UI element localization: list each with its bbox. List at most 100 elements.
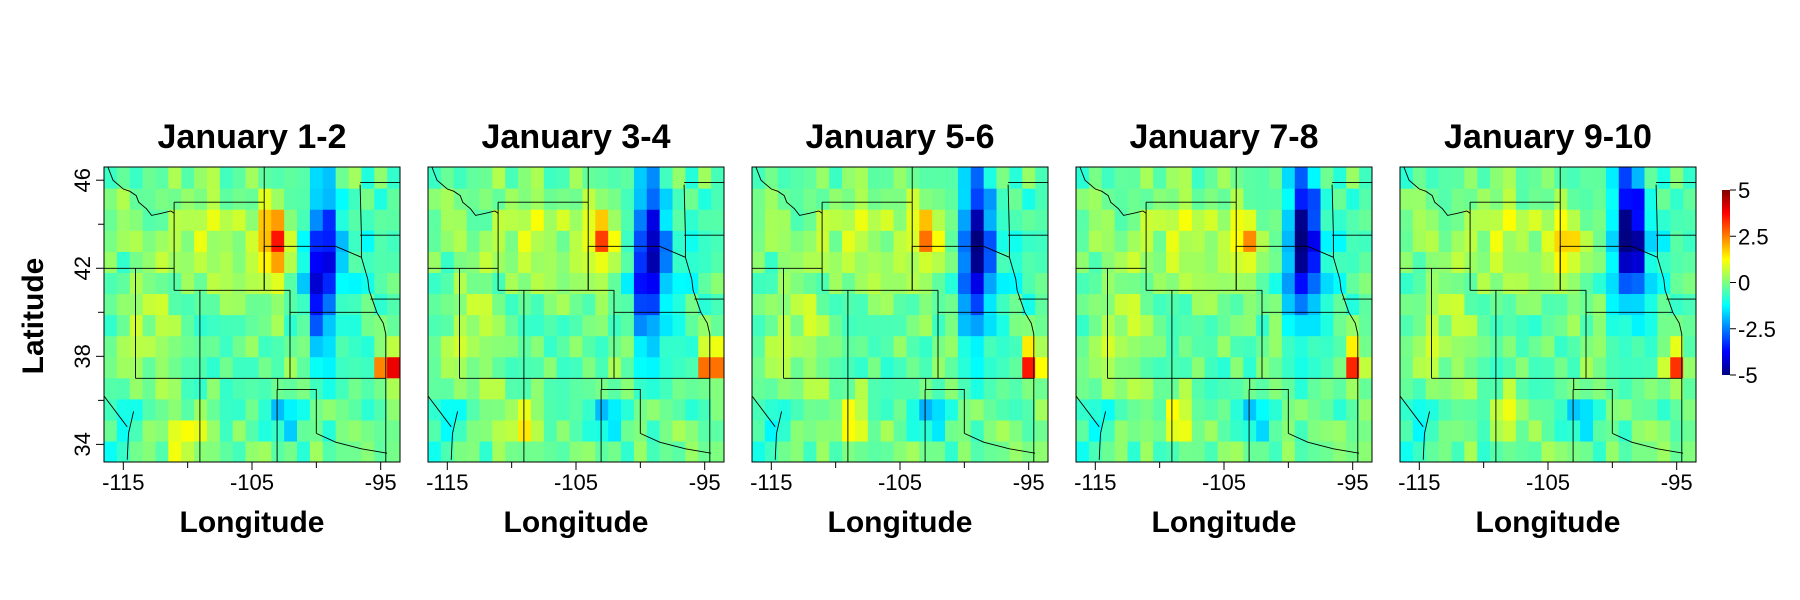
heatmap-cell <box>919 188 933 210</box>
heatmap-cell <box>1528 272 1543 295</box>
heatmap-cell <box>1088 251 1103 273</box>
heatmap-cell <box>1140 314 1154 337</box>
heatmap-cell <box>335 167 350 189</box>
heatmap-cell <box>466 251 481 273</box>
heatmap-cell <box>1243 167 1257 189</box>
heatmap-cell <box>1657 419 1671 442</box>
heatmap-cell <box>492 209 506 231</box>
boundary-line <box>376 312 387 379</box>
heatmap-cell <box>1204 167 1219 189</box>
heatmap-cell <box>1451 188 1465 210</box>
heatmap-cell <box>957 209 972 231</box>
heatmap-cell <box>777 398 792 421</box>
heatmap-cell <box>777 167 792 189</box>
heatmap-cell <box>646 335 661 358</box>
heatmap-cell <box>322 251 337 273</box>
heatmap-cell <box>983 314 998 337</box>
heatmap-cell <box>543 377 558 400</box>
heatmap-cell <box>1541 272 1556 295</box>
heatmap-cell <box>1593 440 1607 462</box>
heatmap-cell <box>1256 335 1270 358</box>
heatmap-cell <box>1230 377 1244 400</box>
x-tick-label: -105 <box>230 470 274 495</box>
x-tick-label: -95 <box>689 470 721 495</box>
heatmap-cell <box>1593 419 1607 442</box>
heatmap-cell <box>1140 419 1154 442</box>
heatmap-cell <box>1076 440 1090 462</box>
heatmap-cell <box>1281 356 1296 379</box>
heatmap-cell <box>1567 293 1581 316</box>
colorbar-tick-label: 2.5 <box>1738 224 1769 249</box>
heatmap-cell <box>1204 188 1219 210</box>
heatmap-cell <box>348 314 362 337</box>
heatmap-cell <box>711 356 724 379</box>
heatmap-cell <box>1412 398 1427 421</box>
x-tick-label: -105 <box>878 470 922 495</box>
heatmap-cell <box>1140 398 1154 421</box>
heatmap-cell <box>116 167 131 189</box>
heatmap-cell <box>1644 419 1658 442</box>
heatmap-cell <box>1269 209 1283 231</box>
heatmap-cell <box>194 188 208 210</box>
heatmap-cell <box>1256 377 1270 400</box>
panel-title: January 5-6 <box>806 118 995 156</box>
heatmap-cell <box>284 251 298 273</box>
heatmap-cell <box>543 251 558 273</box>
heatmap-cell <box>335 440 350 462</box>
heatmap-cell <box>530 251 545 273</box>
heatmap-cell <box>219 230 234 252</box>
heatmap-cell <box>232 293 247 316</box>
heatmap-cell <box>155 188 169 210</box>
boundary-line <box>335 245 362 258</box>
heatmap-cell <box>1515 293 1530 316</box>
heatmap-cell <box>116 419 131 442</box>
heatmap-cell <box>893 335 908 358</box>
heatmap-cell <box>1140 230 1154 252</box>
heatmap-cell <box>1400 167 1414 189</box>
heatmap-cell <box>1127 293 1141 316</box>
heatmap-cell <box>880 188 895 210</box>
heatmap-cell <box>453 167 468 189</box>
heatmap-cell <box>659 272 674 295</box>
heatmap-cell <box>1243 272 1257 295</box>
heatmap-cell <box>854 356 869 379</box>
boundary-line <box>683 184 702 313</box>
heatmap-cell <box>104 398 118 421</box>
heatmap-cell <box>1178 188 1193 210</box>
heatmap-cell <box>983 440 998 462</box>
heatmap-cell <box>1464 440 1478 462</box>
panel-title: January 9-10 <box>1444 118 1652 156</box>
heatmap-cell <box>1217 377 1232 400</box>
heatmap-cell <box>440 230 455 252</box>
heatmap-cell <box>1294 314 1309 337</box>
heatmap-cell <box>258 377 272 400</box>
heatmap-cell <box>608 293 622 316</box>
heatmap-cell <box>168 230 182 252</box>
heatmap-cell <box>1307 440 1322 462</box>
heatmap-cell <box>945 419 959 442</box>
heatmap-cell <box>387 272 400 295</box>
heatmap-cell <box>970 377 985 400</box>
heatmap-cell <box>271 314 285 337</box>
heatmap-cell <box>1191 251 1206 273</box>
heatmap-cell <box>1178 314 1193 337</box>
heatmap-cell <box>466 272 481 295</box>
heatmap-cell <box>621 230 635 252</box>
heatmap-cell <box>970 167 985 189</box>
heatmap-cell <box>906 419 920 442</box>
heatmap-cell <box>232 251 247 273</box>
heatmap-cell <box>1477 188 1491 210</box>
heatmap-cell <box>479 251 493 273</box>
heatmap-cell <box>1035 272 1048 295</box>
heatmap-cell <box>206 440 221 462</box>
heatmap-cell <box>842 314 856 337</box>
heatmap-cell <box>1281 272 1296 295</box>
heatmap-cell <box>335 419 350 442</box>
heatmap-cell <box>1127 314 1141 337</box>
heatmap-cell <box>116 356 131 379</box>
heatmap-cell <box>842 398 856 421</box>
panel-title: January 3-4 <box>482 118 671 156</box>
heatmap-cell <box>970 209 985 231</box>
heatmap-cell <box>621 314 635 337</box>
